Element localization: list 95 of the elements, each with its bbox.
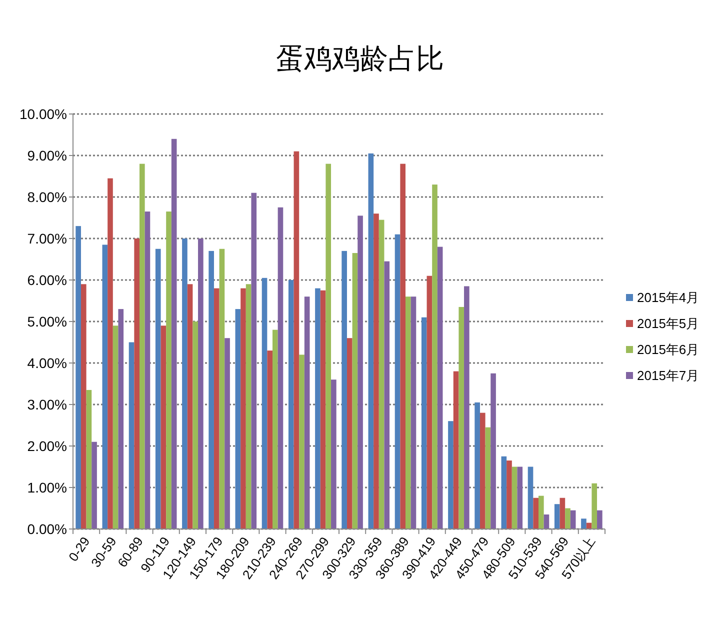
bar (320, 290, 326, 529)
bar (80, 284, 86, 529)
bar (86, 390, 92, 529)
bar (474, 402, 480, 529)
bar (171, 138, 177, 529)
bar (560, 498, 566, 529)
bar (134, 238, 140, 529)
bar (464, 286, 470, 529)
bar (326, 164, 332, 529)
bar (208, 250, 214, 529)
bar (394, 234, 400, 529)
chart-title: 蛋鸡鸡龄占比 (276, 43, 444, 74)
bar (506, 460, 512, 529)
bar (400, 164, 406, 529)
bar (538, 496, 544, 529)
bar (480, 412, 486, 529)
y-tick-label: 5.00% (27, 314, 67, 330)
bar (92, 442, 97, 529)
legend-label: 2015年4月 (637, 290, 700, 305)
bar (299, 354, 304, 529)
bar (331, 380, 336, 529)
bar (565, 508, 570, 529)
bar (358, 216, 363, 529)
bar (198, 238, 204, 529)
bar (512, 466, 518, 529)
bar (458, 306, 464, 529)
y-tick-label: 1.00% (27, 480, 67, 496)
y-tick-label: 4.00% (27, 355, 67, 371)
bar (192, 322, 198, 529)
bar (108, 178, 113, 529)
bar (342, 250, 347, 529)
bar (485, 427, 491, 529)
bar (76, 226, 81, 529)
bar (554, 504, 560, 529)
bar (140, 164, 145, 529)
bar (426, 276, 432, 529)
bar (528, 466, 534, 529)
bar (155, 248, 161, 529)
bar (294, 151, 300, 529)
bar (304, 296, 310, 529)
y-tick-label: 6.00% (27, 272, 67, 288)
bar (368, 153, 374, 529)
bar (597, 510, 602, 529)
bar (581, 518, 586, 529)
y-tick-label: 8.00% (27, 189, 67, 205)
bar (315, 288, 320, 529)
bar (219, 248, 225, 529)
legend-label: 2015年5月 (637, 316, 700, 331)
y-tick-label: 10.00% (20, 106, 67, 122)
bar (251, 192, 257, 529)
bar (490, 373, 496, 529)
bar (118, 309, 124, 529)
bar (501, 456, 507, 529)
y-tick-label: 7.00% (27, 230, 67, 246)
bar (570, 510, 576, 529)
bar (453, 371, 459, 529)
bar (288, 280, 294, 529)
bar (235, 309, 241, 529)
bar (267, 350, 272, 529)
bar (246, 284, 252, 529)
bar (421, 317, 427, 529)
bar (160, 326, 166, 529)
bar (378, 220, 384, 529)
y-tick-label: 3.00% (27, 396, 67, 412)
bar (374, 214, 379, 529)
bar (182, 238, 188, 529)
bar (112, 326, 118, 529)
y-tick-label: 9.00% (27, 148, 67, 164)
bar (224, 338, 230, 529)
bar (406, 296, 411, 529)
bar (432, 184, 438, 529)
bar (214, 288, 220, 529)
bar (187, 284, 193, 529)
bar (272, 330, 278, 529)
bar (592, 483, 598, 529)
bar (384, 261, 390, 529)
bar (144, 212, 150, 529)
bar (544, 514, 550, 529)
bar (410, 296, 416, 529)
bar (278, 207, 284, 529)
bar (517, 466, 523, 529)
bar (448, 421, 454, 529)
bar (240, 288, 246, 529)
legend-label: 2015年6月 (637, 342, 700, 357)
legend-label: 2015年7月 (637, 368, 700, 383)
bar (437, 246, 443, 529)
bar (166, 212, 172, 529)
bar (533, 498, 538, 529)
y-tick-label: 2.00% (27, 438, 67, 454)
bar (262, 278, 268, 529)
bar (102, 244, 108, 529)
y-tick-label: 0.00% (27, 521, 67, 537)
bar (128, 342, 134, 529)
bar (346, 338, 352, 529)
bar (352, 253, 358, 529)
